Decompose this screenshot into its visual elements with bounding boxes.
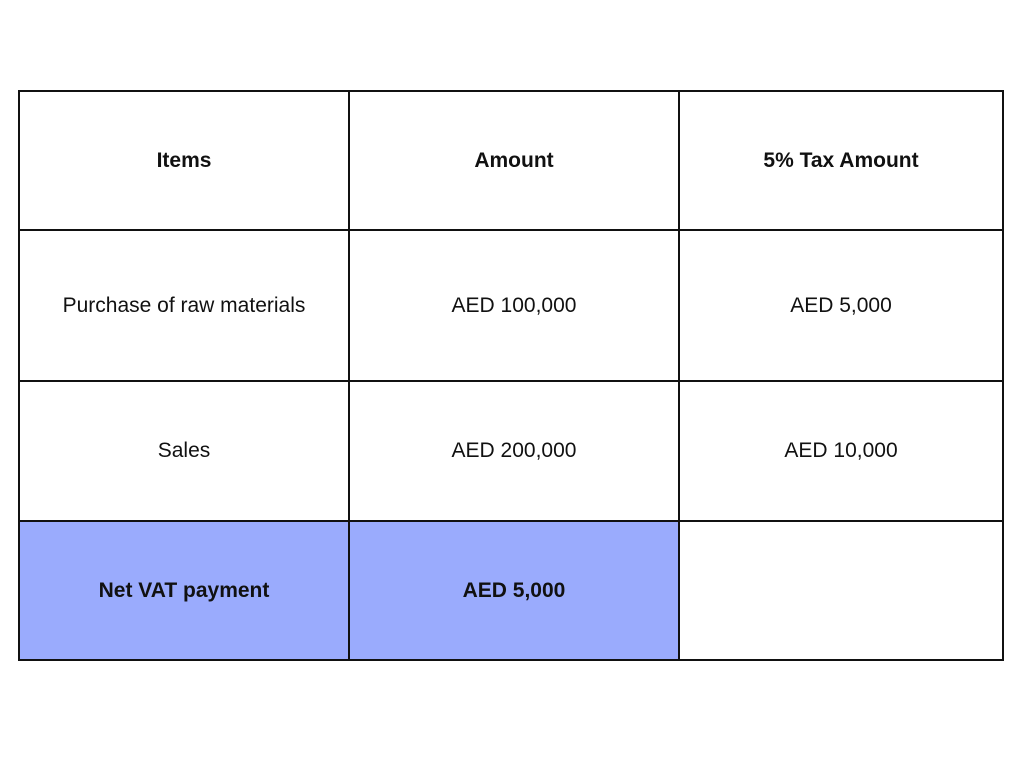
- cell-net-vat-label: Net VAT payment: [18, 520, 350, 661]
- table-row-total: Net VAT payment AED 5,000: [18, 520, 1004, 661]
- header-tax-amount: 5% Tax Amount: [678, 90, 1004, 231]
- header-amount: Amount: [348, 90, 680, 231]
- table-row: Purchase of raw materials AED 100,000 AE…: [18, 229, 1004, 382]
- cell-tax: AED 10,000: [678, 380, 1004, 522]
- cell-amount: AED 200,000: [348, 380, 680, 522]
- table-row: Sales AED 200,000 AED 10,000: [18, 380, 1004, 522]
- cell-tax: AED 5,000: [678, 229, 1004, 382]
- cell-empty: [678, 520, 1004, 661]
- vat-table: Items Amount 5% Tax Amount Purchase of r…: [18, 90, 1004, 661]
- header-items: Items: [18, 90, 350, 231]
- cell-amount: AED 100,000: [348, 229, 680, 382]
- cell-item: Sales: [18, 380, 350, 522]
- cell-net-vat-amount: AED 5,000: [348, 520, 680, 661]
- table-header-row: Items Amount 5% Tax Amount: [18, 90, 1004, 231]
- cell-item: Purchase of raw materials: [18, 229, 350, 382]
